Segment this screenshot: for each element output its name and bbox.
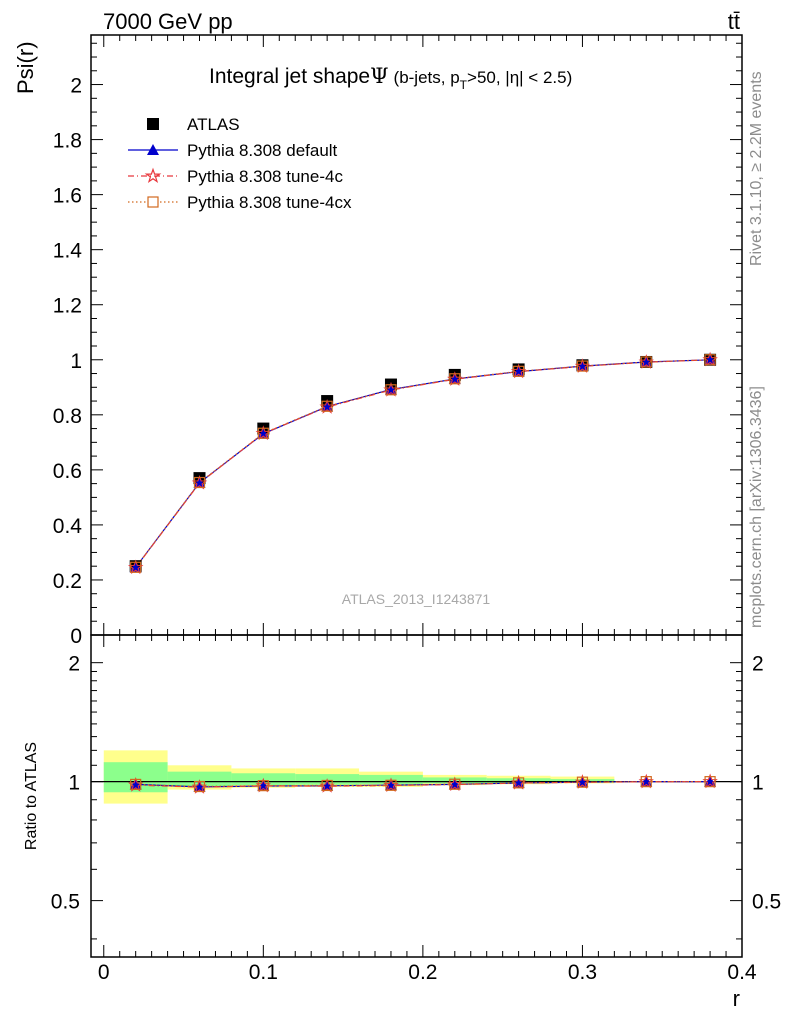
legend-label-atlas: ATLAS: [187, 115, 240, 134]
chart-title-subscript: T: [460, 78, 468, 92]
x-tick-label: 0.1: [249, 961, 278, 984]
main-y-tick-label: 1: [70, 350, 82, 373]
main-y-tick-label: 1.8: [53, 130, 82, 153]
data-point-pythia-8-308-tune-4cx: [385, 384, 397, 396]
x-tick-label: 0.2: [408, 961, 437, 984]
main-series: [127, 351, 718, 575]
series-line-pythia-8-308-default: [135, 359, 711, 568]
ratio-y-axis-label: Ratio to ATLAS: [23, 742, 40, 850]
legend-marker-tune-4cx: [147, 196, 159, 208]
ratio-axis-ticks: 0.5 0.5 1 1 2 2 0 0.1 0.2 0.3 0.4: [51, 635, 781, 984]
main-y-tick-label: 0.6: [53, 460, 82, 483]
main-y-ticks: 0 0.2 0.4 0.6 0.8 1 1.2 1.4 1.6 1.8 2: [53, 35, 743, 648]
x-tick-label: 0.3: [568, 961, 597, 984]
energy-label: 7000 GeV pp: [103, 9, 233, 34]
ratio-y-tick-label-right: 2: [752, 653, 764, 676]
main-y-tick-label: 1.4: [53, 240, 83, 263]
legend-label-default: Pythia 8.308 default: [187, 141, 338, 160]
legend-label-tune-4c: Pythia 8.308 tune-4c: [187, 167, 343, 186]
data-point-pythia-8-308-tune-4cx: [130, 561, 142, 573]
main-y-tick-label: 1.2: [53, 295, 82, 318]
ratio-frame: [90, 634, 743, 958]
ratio-y-tick-label-left: 1: [68, 772, 80, 795]
data-point-pythia-8-308-tune-4cx: [704, 354, 716, 366]
ratio-point-pythia-8-308-tune-4cx: [130, 778, 142, 791]
ratio-point-pythia-8-308-tune-4cx: [513, 777, 525, 789]
x-tick-label: 0: [98, 961, 110, 984]
main-panel: 0 0.2 0.4 0.6 0.8 1 1.2 1.4 1.6 1.8 2 Psi(r) Integ…: [13, 34, 743, 648]
legend: ATLAS Pythia 8.308 default Pythia 8.308 …: [128, 115, 352, 212]
data-point-pythia-8-308-tune-4cx: [640, 356, 652, 368]
data-point-pythia-8-308-tune-4cx: [513, 365, 525, 377]
legend-marker-atlas: [147, 118, 159, 130]
chart-title-detail-rest: >50, |η| < 2.5): [467, 68, 572, 87]
ratio-y-tick-label-right: 1: [752, 772, 764, 795]
ratio-point-pythia-8-308-tune-4cx: [640, 776, 652, 788]
legend-item-atlas: ATLAS: [147, 115, 240, 134]
main-y-tick-label: 0: [70, 625, 82, 648]
legend-marker-default: [147, 144, 159, 155]
ratio-point-pythia-8-308-tune-4cx: [704, 776, 716, 788]
legend-item-tune-4cx: Pythia 8.308 tune-4cx: [128, 193, 352, 212]
process-label: tt̄: [728, 9, 740, 34]
chart-title-symbol: Ψ: [370, 64, 388, 88]
main-y-tick-label: 2: [70, 75, 82, 98]
analysis-watermark: ATLAS_2013_I1243871: [342, 591, 491, 607]
chart-title-main: Integral jet shape: [209, 65, 370, 88]
ratio-point-pythia-8-308-tune-4cx: [576, 776, 589, 788]
x-tick-label: 0.4: [727, 961, 757, 984]
ratio-y-tick-label-left: 0.5: [51, 891, 80, 914]
main-y-tick-label: 0.4: [53, 515, 83, 538]
chart-title: Integral jet shapeΨ (b-jets, pT>50, |η| <…: [209, 64, 572, 92]
data-point-pythia-8-308-tune-4cx: [576, 360, 589, 372]
ratio-series: [128, 773, 718, 794]
inner-uncertainty-band: [167, 771, 232, 786]
x-axis-label: r: [733, 986, 740, 1011]
mcplots-label: mcplots.cern.ch [arXiv:1306.3436]: [748, 386, 765, 628]
ratio-point-pythia-8-308-tune-4cx: [257, 780, 269, 792]
legend-item-tune-4c: Pythia 8.308 tune-4c: [128, 167, 343, 186]
main-y-tick-label: 0.2: [53, 570, 82, 593]
ratio-point-pythia-8-308-tune-4cx: [449, 778, 461, 790]
main-y-tick-label: 0.8: [53, 405, 82, 428]
data-point-pythia-8-308-tune-4cx: [257, 427, 269, 439]
ratio-line-pythia-8-308-tune-4c: [135, 780, 711, 788]
main-y-tick-label: 1.6: [53, 185, 82, 208]
legend-marker-tune-4c: [144, 167, 162, 183]
data-point-pythia-8-308-tune-4cx: [321, 400, 333, 412]
ratio-y-tick-label-left: 2: [68, 653, 80, 676]
data-point-pythia-8-308-tune-4cx: [449, 373, 461, 385]
ratio-point-pythia-8-308-tune-4cx: [385, 779, 397, 791]
legend-label-tune-4cx: Pythia 8.308 tune-4cx: [187, 193, 352, 212]
chart-title-detail: (b-jets, p: [394, 68, 460, 87]
ratio-panel: 0.5 0.5 1 1 2 2 0 0.1 0.2 0.3 0.4 Ratio to ATLAS r: [23, 634, 781, 1011]
data-point-pythia-8-308-tune-4cx: [193, 476, 206, 489]
ratio-point-pythia-8-308-tune-4cx: [193, 780, 206, 793]
main-y-axis-label: Psi(r): [13, 41, 38, 94]
series-line-pythia-8-308-tune-4c: [135, 359, 711, 568]
ratio-y-tick-label-right: 0.5: [752, 891, 781, 914]
ratio-point-pythia-8-308-tune-4cx: [321, 779, 333, 792]
legend-item-default: Pythia 8.308 default: [128, 141, 338, 160]
rivet-label: Rivet 3.1.10, ≥ 2.2M events: [748, 71, 765, 266]
series-line-pythia-8-308-tune-4cx: [135, 359, 711, 568]
